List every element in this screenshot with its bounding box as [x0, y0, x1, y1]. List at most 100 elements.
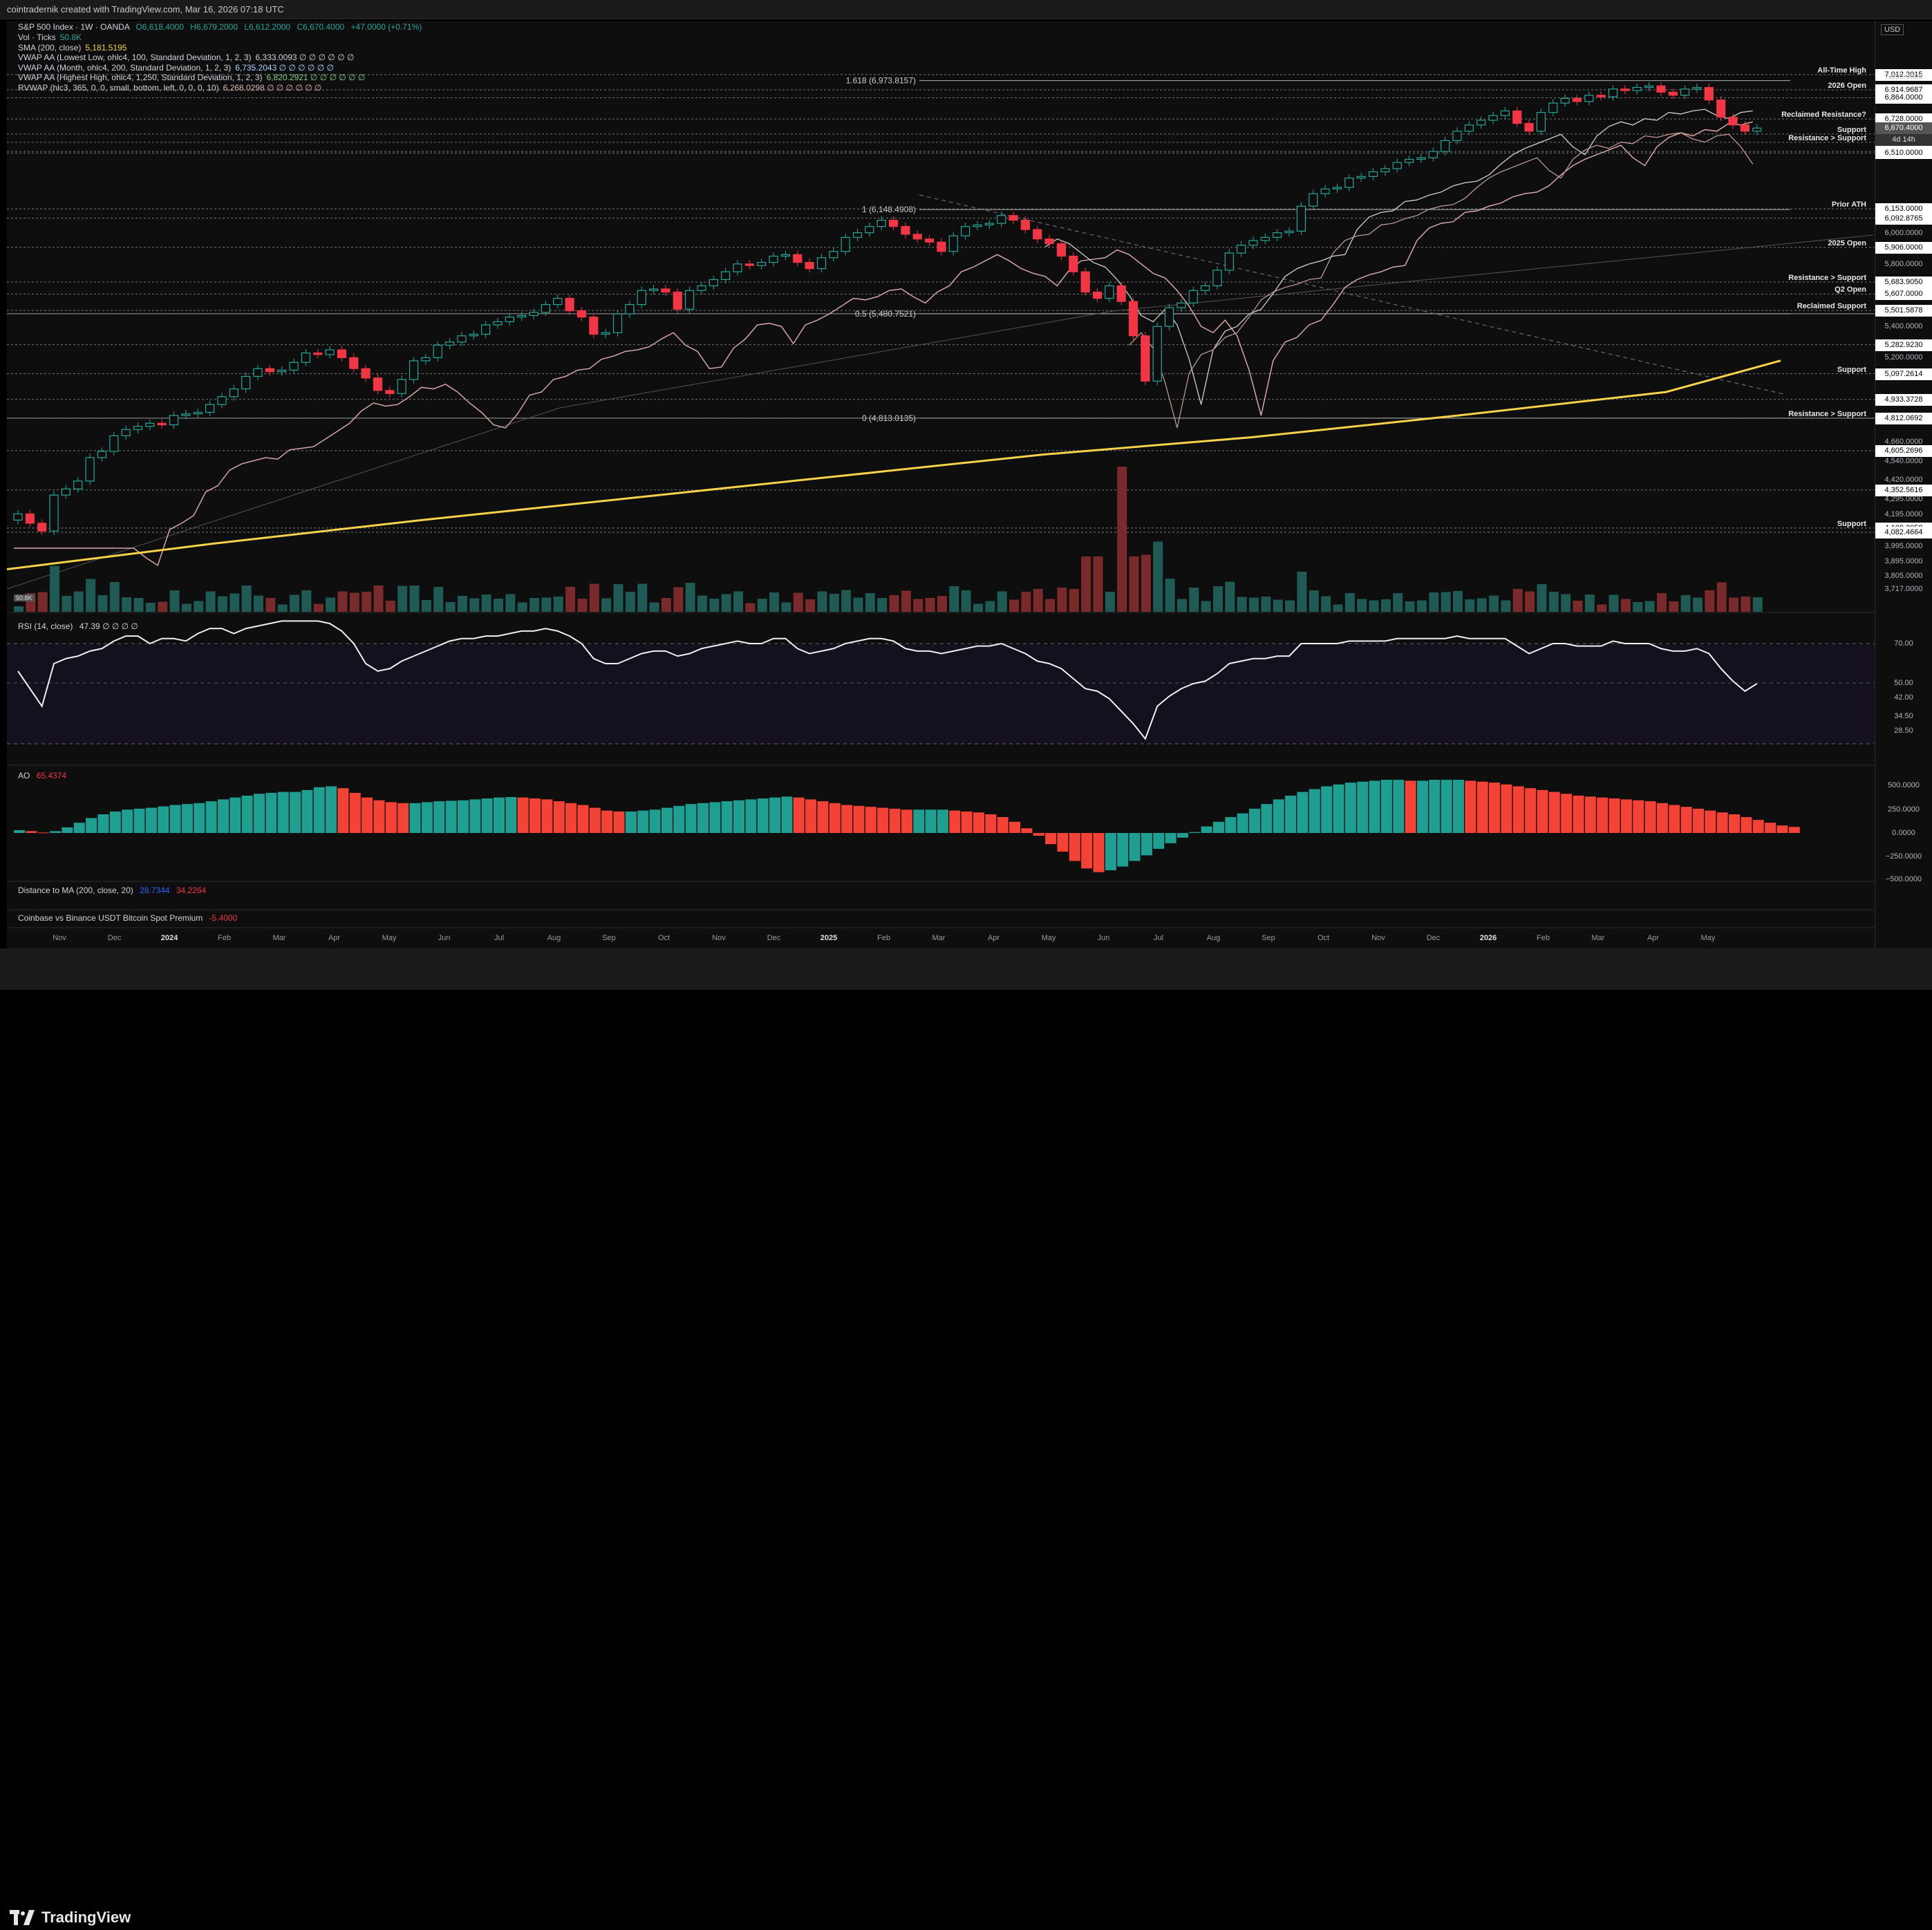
price-tick: 3,995.0000 — [1884, 541, 1923, 550]
volume-bar — [1225, 581, 1235, 612]
ao-bar — [254, 794, 265, 833]
ao-bar — [865, 807, 876, 833]
ao-bar — [1117, 833, 1129, 867]
candle-body — [469, 333, 478, 337]
candle-body — [1044, 238, 1054, 245]
volume-bar — [1644, 601, 1655, 612]
volume-bar — [337, 591, 348, 612]
price-tag: 7,012.3015 — [1875, 68, 1932, 81]
ao-bar — [649, 809, 661, 833]
time-tick: Feb — [218, 934, 231, 942]
ao-bar — [1741, 817, 1752, 833]
price-tag: 6,510.0000 — [1875, 147, 1932, 160]
indicator-legend[interactable]: SMA (200, close) 5,181.5195 — [18, 43, 126, 53]
ohlc-low: L6,612.2000 — [244, 22, 291, 32]
volume-bar — [1741, 597, 1751, 612]
indicator-legend[interactable]: VWAP AA (Lowest Low, ohlc4, 100, Standar… — [18, 53, 354, 62]
candle-body — [1512, 110, 1522, 124]
ao-bar — [1153, 833, 1165, 849]
time-tick: Aug — [547, 934, 561, 942]
candle-body — [1488, 115, 1498, 121]
indicator-legend[interactable]: VWAP AA (Highest High, ohlc4, 1,250, Sta… — [18, 73, 365, 82]
price-tick: 7,000.0000 — [1884, 72, 1923, 81]
ao-bar — [14, 830, 25, 833]
ao-bar — [158, 806, 169, 833]
volume-bar — [277, 604, 288, 612]
ao-bar — [1333, 784, 1344, 833]
ao-bar — [169, 805, 181, 833]
price-tag: 5,906.0000 — [1875, 241, 1932, 254]
candle-body — [181, 413, 191, 416]
price-tag: 4,605.2696 — [1875, 444, 1932, 457]
indicator-legend[interactable]: Vol · Ticks 50.8K — [18, 32, 82, 42]
candle-body — [1105, 285, 1114, 299]
time-tick: Oct — [658, 934, 670, 942]
ao-bar — [349, 792, 361, 833]
time-tick: Sep — [1262, 934, 1275, 942]
ao-bar — [217, 799, 229, 833]
rsi-tick: 28.50 — [1894, 727, 1913, 735]
ohlc-change: +47.0000 (+0.71%) — [350, 22, 422, 32]
volume-bar — [86, 579, 96, 612]
volume-bar — [1656, 593, 1667, 612]
symbol-legend[interactable]: S&P 500 Index · 1W · OANDA O6,618.4000 H… — [18, 22, 422, 32]
ao-bar — [565, 803, 577, 833]
volume-bar — [709, 599, 720, 612]
ao-bar — [37, 832, 49, 834]
currency-label[interactable]: USD — [1881, 24, 1904, 35]
candle-body — [1141, 335, 1150, 382]
distance-legend[interactable]: Distance to MA (200, close, 20) 28.7344 … — [18, 886, 206, 895]
time-tick: May — [1042, 934, 1056, 942]
chart-area[interactable]: 2 (7,483.9681)1.618 (6,973.8157)1 (6,148… — [6, 0, 1875, 948]
volume-bar — [1261, 597, 1271, 612]
candle-body — [1416, 157, 1426, 160]
indicator-legend[interactable]: RVWAP (hlc3, 365, 0, 0, small, bottom, l… — [18, 83, 321, 93]
time-tick: Aug — [1207, 934, 1221, 942]
ao-bar — [1548, 791, 1560, 833]
volume-bar — [1620, 599, 1631, 612]
volume-bar — [841, 590, 852, 612]
indicator-legend[interactable]: VWAP AA (Month, ohlc4, 200, Standard Dev… — [18, 63, 334, 73]
candle-body — [637, 290, 646, 306]
ao-bar — [1321, 786, 1333, 833]
rsi-legend[interactable]: RSI (14, close) 47.39 ∅ ∅ ∅ ∅ — [18, 621, 138, 631]
ao-bar — [241, 796, 253, 833]
ao-bar — [949, 810, 961, 833]
candle-body — [912, 234, 922, 240]
premium-legend[interactable]: Coinbase vs Binance USDT Bitcoin Spot Pr… — [18, 913, 237, 923]
candle-body — [1464, 124, 1474, 132]
ao-bar — [373, 800, 385, 833]
ao-bar — [1501, 784, 1512, 833]
ao-bar — [1620, 799, 1632, 833]
ao-bar — [1357, 781, 1369, 833]
volume-bar — [901, 590, 911, 612]
candle-body — [829, 251, 838, 259]
ao-bar — [469, 799, 481, 833]
ao-bar — [1261, 804, 1273, 833]
rvwap-lines — [14, 109, 1754, 567]
ao-bar — [73, 823, 85, 833]
ao-bar — [877, 807, 889, 833]
price-tick: 3,717.0000 — [1884, 585, 1923, 594]
ao-legend[interactable]: AO 65.4374 — [18, 771, 66, 780]
ao-bar — [1057, 833, 1069, 852]
ao-bar — [601, 810, 613, 833]
ao-histogram — [14, 780, 1800, 872]
time-tick: Jul — [494, 934, 504, 942]
price-tick: 4,540.0000 — [1884, 456, 1923, 465]
candle-body — [816, 257, 827, 270]
volume-bar — [1429, 592, 1439, 612]
volume-bar — [1729, 597, 1739, 612]
chart-svg[interactable]: 2 (7,483.9681)1.618 (6,973.8157)1 (6,148… — [6, 0, 1875, 948]
ao-bar — [1045, 833, 1057, 845]
ao-bar — [961, 811, 973, 833]
ao-bar — [1716, 812, 1728, 833]
volume-bar — [769, 592, 780, 612]
rsi-value: 47.39 ∅ ∅ ∅ ∅ — [79, 621, 138, 631]
candle-body — [744, 263, 754, 266]
level-label: Resistance > Support — [1788, 133, 1866, 142]
candle-body — [1009, 215, 1018, 221]
rsi-label: RSI (14, close) — [18, 621, 73, 631]
volume-bar — [529, 598, 540, 612]
candle-body — [1309, 193, 1318, 207]
